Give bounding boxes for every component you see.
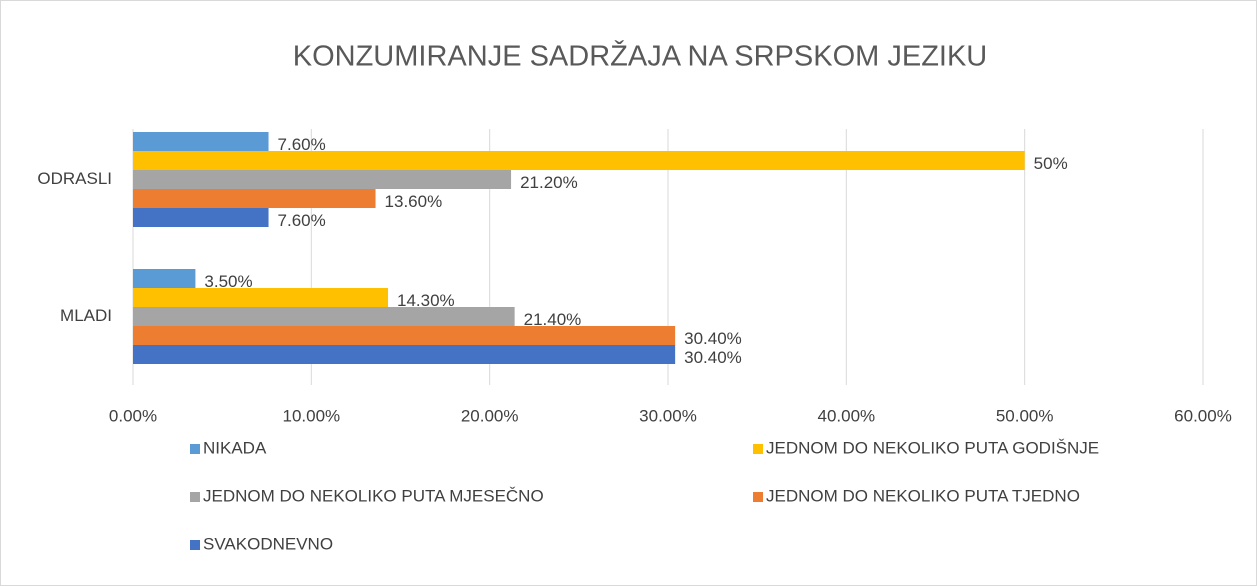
- data-label: 21.20%: [520, 173, 578, 192]
- chart-title: KONZUMIRANJE SADRŽAJA NA SRPSKOM JEZIKU: [293, 40, 988, 73]
- x-tick-label: 20.00%: [461, 406, 519, 425]
- bar: [133, 208, 269, 227]
- legend-swatch: [190, 492, 200, 502]
- data-label: 50%: [1034, 154, 1068, 173]
- data-label: 3.50%: [204, 272, 252, 291]
- data-label: 13.60%: [385, 192, 443, 211]
- legend-label: SVAKODNEVNO: [203, 534, 333, 553]
- y-tick-label: MLADI: [60, 306, 112, 325]
- data-label: 30.40%: [684, 348, 742, 367]
- x-tick-label: 50.00%: [996, 406, 1054, 425]
- bar: [133, 288, 389, 307]
- x-tick-label: 40.00%: [817, 406, 875, 425]
- data-label: 14.30%: [397, 291, 455, 310]
- legend-swatch: [753, 444, 763, 454]
- legend-label: JEDNOM DO NEKOLIKO PUTA GODIŠNJE: [766, 438, 1099, 457]
- y-tick-label: ODRASLI: [37, 169, 112, 188]
- bar: [133, 151, 1025, 170]
- bar: [133, 170, 512, 189]
- bar: [133, 269, 196, 288]
- data-label: 21.40%: [524, 310, 582, 329]
- data-label: 7.60%: [278, 135, 326, 154]
- bar: [133, 189, 376, 208]
- legend-label: JEDNOM DO NEKOLIKO PUTA MJESEČNO: [203, 486, 544, 505]
- bar: [133, 132, 269, 151]
- bar: [133, 307, 515, 326]
- x-tick-label: 10.00%: [282, 406, 340, 425]
- legend-swatch: [190, 540, 200, 550]
- x-tick-label: 30.00%: [639, 406, 697, 425]
- legend-swatch: [190, 444, 200, 454]
- legend-swatch: [753, 492, 763, 502]
- bar: [133, 326, 676, 345]
- x-tick-label: 60.00%: [1174, 406, 1232, 425]
- legend-label: NIKADA: [203, 438, 267, 457]
- data-label: 7.60%: [278, 211, 326, 230]
- bar: [133, 345, 676, 364]
- legend-label: JEDNOM DO NEKOLIKO PUTA TJEDNO: [766, 486, 1080, 505]
- data-label: 30.40%: [684, 329, 742, 348]
- x-tick-label: 0.00%: [109, 406, 157, 425]
